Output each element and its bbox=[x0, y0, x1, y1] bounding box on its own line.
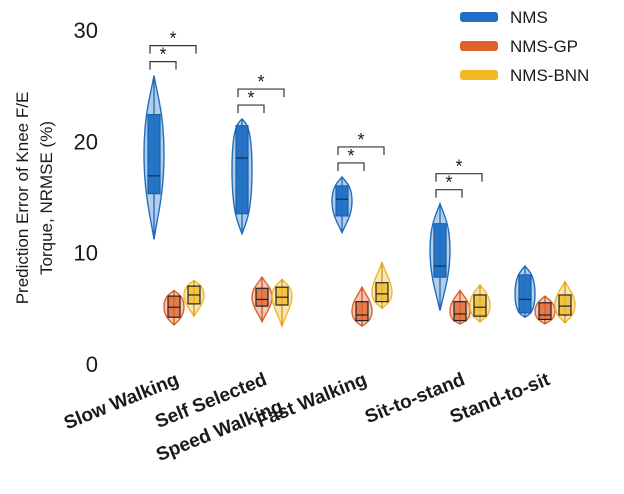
legend-swatch-nms-bnn bbox=[460, 70, 498, 80]
box-nms-0 bbox=[147, 114, 161, 195]
significance-bracket bbox=[435, 189, 463, 198]
box-nms-2 bbox=[335, 185, 349, 217]
legend-label: NMS bbox=[510, 8, 548, 27]
plot-area bbox=[143, 75, 576, 329]
y-tick-label: 30 bbox=[74, 18, 98, 43]
y-axis: 0 10 20 30 bbox=[74, 18, 98, 377]
legend-swatch-nms-gp bbox=[460, 41, 498, 51]
significance-bracket bbox=[237, 88, 285, 98]
box-nms-bnn-1 bbox=[275, 286, 289, 306]
box-nms-1 bbox=[235, 125, 249, 215]
significance-star: * bbox=[257, 72, 264, 92]
box-nms-bnn-2 bbox=[375, 282, 389, 303]
legend-label: NMS-GP bbox=[510, 37, 578, 56]
legend-label: NMS-BNN bbox=[510, 66, 589, 85]
legend-swatch-nms bbox=[460, 12, 498, 22]
significance-bracket bbox=[435, 173, 483, 182]
significance-star: * bbox=[169, 29, 176, 49]
significance-star: * bbox=[445, 173, 452, 193]
significance-star: * bbox=[247, 88, 254, 108]
box-nms-gp-4 bbox=[538, 302, 552, 321]
y-axis-label: Prediction Error of Knee F/E Torque, NRM… bbox=[13, 92, 56, 305]
significance-star: * bbox=[357, 130, 364, 150]
significance-brackets: ******** bbox=[149, 29, 483, 198]
y-axis-label-line1: Prediction Error of Knee F/E bbox=[13, 92, 32, 305]
legend: NMS NMS-GP NMS-BNN bbox=[460, 8, 589, 85]
significance-bracket bbox=[149, 45, 197, 54]
box-nms-bnn-3 bbox=[473, 294, 487, 317]
box-nms-gp-2 bbox=[355, 301, 369, 322]
box-nms-bnn-4 bbox=[558, 294, 572, 316]
y-axis-label-line2: Torque, NRMSE (%) bbox=[37, 121, 56, 275]
box-nms-4 bbox=[518, 274, 532, 314]
significance-bracket bbox=[149, 61, 177, 70]
significance-star: * bbox=[347, 146, 354, 166]
significance-star: * bbox=[159, 45, 166, 65]
significance-star: * bbox=[455, 157, 462, 177]
y-tick-label: 0 bbox=[86, 352, 98, 377]
box-nms-gp-3 bbox=[453, 301, 467, 322]
box-nms-3 bbox=[433, 223, 447, 278]
box-nms-gp-1 bbox=[255, 287, 269, 307]
significance-bracket bbox=[337, 146, 385, 155]
y-tick-label: 10 bbox=[74, 241, 98, 266]
significance-bracket bbox=[337, 162, 365, 171]
significance-bracket bbox=[237, 104, 265, 114]
y-tick-label: 20 bbox=[74, 129, 98, 154]
